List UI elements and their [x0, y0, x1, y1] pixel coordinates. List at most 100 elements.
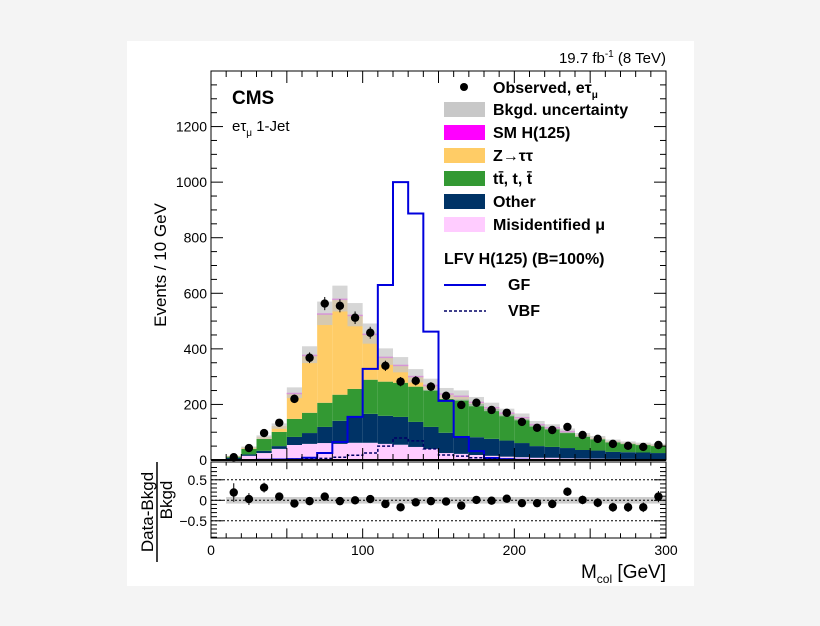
y-tick-label: 200 [184, 396, 208, 412]
uncertainty-band [514, 413, 530, 421]
stack-bar-1 [423, 426, 439, 449]
y-tick-label: 1000 [176, 174, 207, 190]
observed-point [259, 428, 269, 438]
ratio-point [563, 487, 572, 496]
observed-point [275, 418, 284, 427]
stack-bar-2 [484, 408, 500, 439]
ratio-point [608, 503, 618, 512]
observed-point [290, 394, 299, 404]
stack-bar-2 [438, 398, 454, 433]
stack-bar-0 [332, 443, 348, 460]
stack-bar-1 [635, 452, 651, 460]
ratio-point [654, 492, 663, 501]
legend-gf-label: GF [508, 277, 530, 294]
ratio-point [578, 495, 587, 505]
stack-bar-1 [605, 451, 621, 459]
legend-smh-swatch [444, 125, 485, 140]
ratio-tick-label: 0 [199, 492, 207, 508]
stack-bar-0 [256, 453, 272, 460]
observed-point [608, 439, 618, 449]
ratio-point [532, 498, 542, 508]
ratio-tick-label: 0.5 [188, 472, 208, 488]
observed-point [366, 328, 375, 337]
stack-bar-0 [271, 448, 287, 460]
stack-bar-3 [302, 355, 318, 413]
y-tick-label: 0 [199, 452, 207, 468]
stack-bar-2 [271, 431, 287, 447]
observed-point [517, 417, 527, 427]
y-tick-label: 1200 [176, 119, 207, 135]
channel-label: eτμ 1-Jet [232, 118, 290, 139]
ratio-point [639, 503, 648, 512]
stack-bar-1 [453, 436, 469, 454]
ratio-point [457, 501, 466, 510]
stack-bar-1 [271, 446, 287, 449]
ratio-point [441, 497, 451, 506]
stack-bar-1 [499, 440, 515, 457]
legend-signal-title: LFV H(125) (B=100%) [444, 251, 605, 268]
legend-other-swatch [444, 194, 485, 209]
legend-smh-label: SM H(125) [493, 125, 570, 142]
ratio-point [244, 494, 254, 504]
ratio-point [517, 498, 527, 508]
ratio-point [305, 496, 314, 506]
legend-ttbar-swatch [444, 171, 485, 186]
plot-canvas-background [127, 41, 694, 586]
legend-uncertainty-swatch [444, 102, 485, 117]
stack-bar-0 [377, 443, 393, 460]
x-tick-label: 100 [351, 542, 375, 558]
ratio-point [366, 494, 375, 504]
experiment-label: CMS [232, 88, 274, 109]
observed-point [593, 434, 602, 444]
stack-bar-1 [590, 450, 606, 459]
stack-bar-1 [544, 446, 560, 458]
stack-bar-0 [438, 453, 454, 460]
stack-bar-1 [377, 415, 393, 444]
stack-bar-2 [408, 386, 424, 422]
observed-point [381, 361, 390, 371]
stack-bar-0 [453, 453, 469, 460]
ratio-y-label-denominator: Bkgd [157, 481, 176, 520]
x-tick-label: 200 [503, 542, 527, 558]
ratio-point [472, 495, 481, 505]
stack-bar-1 [332, 420, 348, 444]
stack-bar-1 [347, 416, 363, 443]
stack-bar-1 [317, 426, 333, 444]
stack-bar-3 [347, 315, 363, 389]
ratio-tick-label: −0.5 [179, 513, 207, 529]
y-tick-label: 400 [184, 341, 208, 357]
stack-bar-2 [302, 412, 318, 434]
observed-point [411, 376, 420, 386]
y-tick-label: 800 [184, 230, 208, 246]
stack-bar-2 [590, 438, 606, 451]
stack-bar-2 [453, 399, 469, 437]
stack-bar-2 [650, 445, 666, 454]
observed-point [532, 423, 542, 432]
legend-misid-swatch [444, 217, 485, 232]
stack-bar-2 [286, 418, 302, 437]
stack-bar-2 [332, 394, 348, 421]
legend-misid-label: Misidentified μ [493, 217, 605, 234]
stack-bar-3 [271, 426, 287, 432]
stack-bar-1 [393, 416, 409, 445]
ratio-point [275, 492, 284, 501]
stack-bar-0 [408, 446, 424, 460]
observed-point [441, 391, 451, 401]
stack-bar-2 [362, 379, 378, 414]
legend-observed-label: Observed, eτμ [493, 80, 598, 101]
stack-bar-2 [575, 436, 591, 450]
observed-point [487, 405, 496, 415]
stack-bar-0 [423, 448, 439, 460]
y-tick-label: 600 [184, 285, 208, 301]
stack-bar-2 [377, 381, 393, 416]
uncertainty-band [393, 357, 409, 373]
stack-bar-0 [393, 444, 409, 460]
ratio-point [411, 498, 420, 507]
stack-bar-2 [529, 425, 545, 447]
stack-bar-2 [544, 428, 560, 447]
ratio-point [487, 496, 496, 505]
stack-bar-2 [468, 403, 484, 438]
stack-bar-0 [317, 443, 333, 460]
